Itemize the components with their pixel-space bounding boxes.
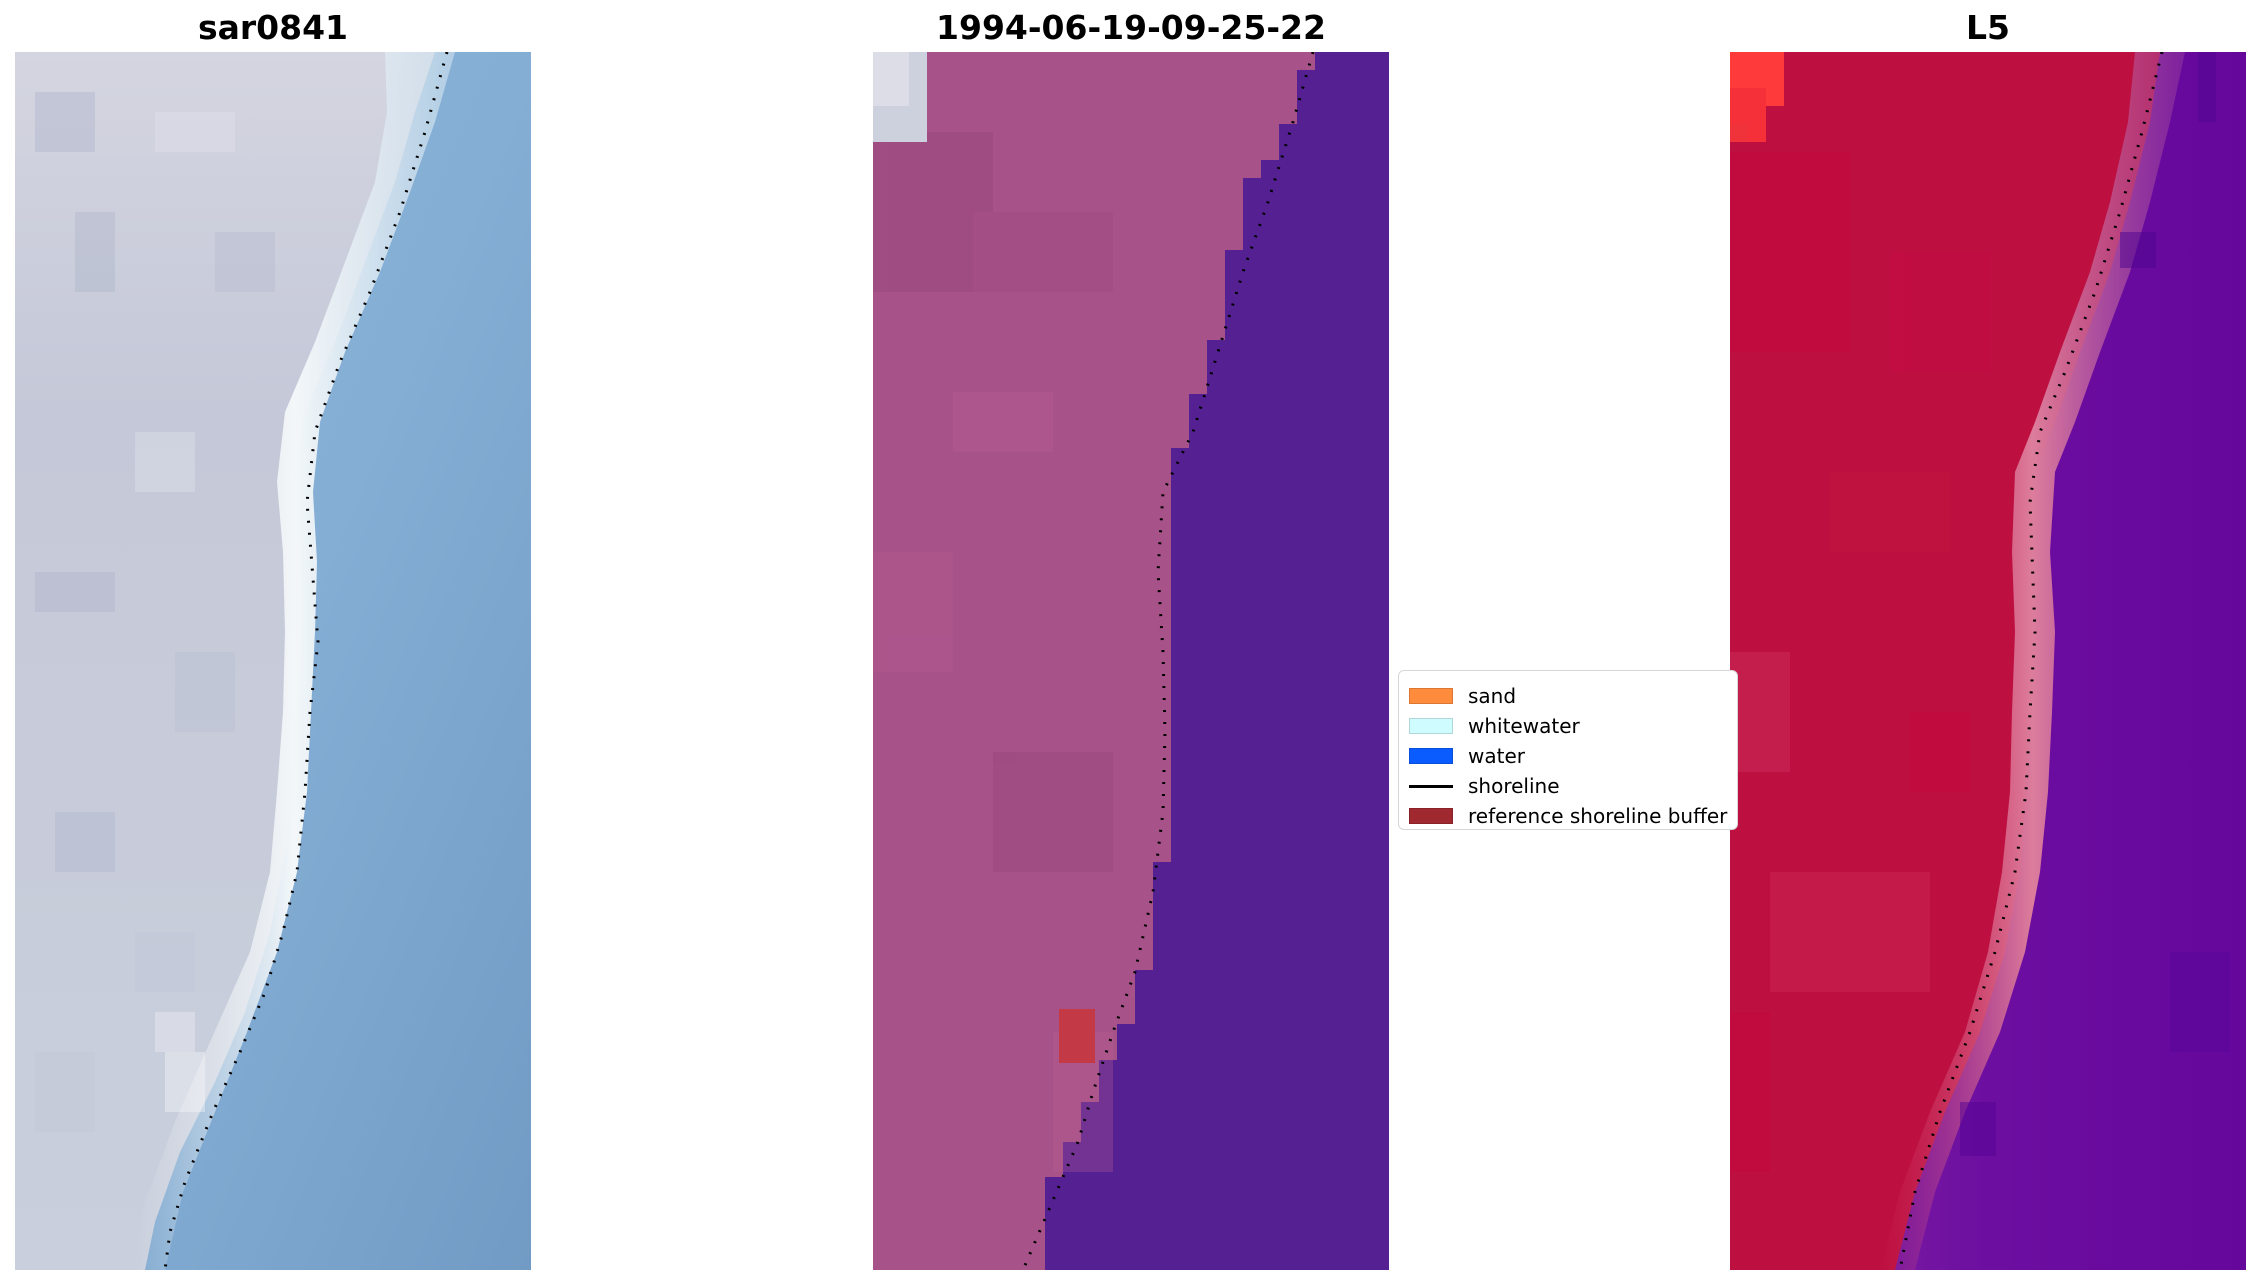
- rgb-image-panel: [15, 52, 531, 1270]
- panel-title-rgb: sar0841: [197, 8, 349, 47]
- legend-label: reference shoreline buffer: [1468, 804, 1728, 828]
- panel-title-classified: 1994-06-19-09-25-22: [936, 8, 1326, 47]
- panel-title-index: L5: [1966, 8, 2010, 47]
- legend-swatch-reference-buffer: [1409, 808, 1453, 824]
- classified-image-panel: [873, 52, 1389, 1270]
- legend-item-whitewater: whitewater: [1409, 713, 1580, 739]
- legend-item-shoreline: shoreline: [1409, 773, 1560, 799]
- legend-swatch-water: [1409, 748, 1453, 764]
- legend-label: sand: [1468, 684, 1517, 708]
- rgb-image: [15, 52, 531, 1270]
- legend-item-water: water: [1409, 743, 1525, 769]
- legend-swatch-sand: [1409, 688, 1453, 704]
- legend-item-reference-shoreline-buffer: reference shoreline buffer: [1409, 803, 1727, 829]
- legend-line-shoreline: [1409, 784, 1453, 788]
- legend-label: whitewater: [1468, 714, 1580, 738]
- classified-image: [873, 52, 1389, 1270]
- index-image: [1730, 52, 2246, 1270]
- legend: sand whitewater water shoreline referenc…: [1398, 670, 1738, 830]
- legend-label: water: [1468, 744, 1525, 768]
- legend-label: shoreline: [1468, 774, 1560, 798]
- shoreline-line: [1021, 52, 1315, 1270]
- legend-swatch-whitewater: [1409, 718, 1453, 734]
- index-image-panel: [1730, 52, 2246, 1270]
- legend-item-sand: sand: [1409, 683, 1516, 709]
